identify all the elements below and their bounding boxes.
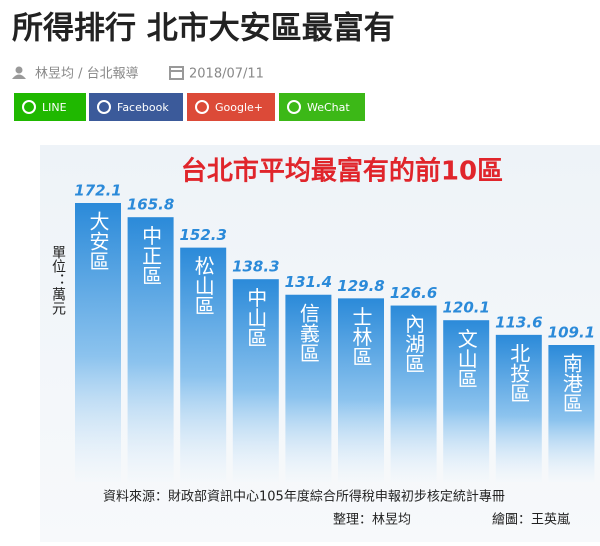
share-icon [97, 100, 111, 114]
share-label: WeChat [307, 101, 350, 114]
value-label: 138.3 [232, 258, 279, 276]
value-label: 109.1 [548, 324, 595, 342]
bar [338, 298, 384, 482]
calendar-icon [169, 66, 184, 80]
value-label: 165.8 [127, 196, 174, 214]
category-label: 內湖區 [402, 313, 426, 373]
category-label: 中山區 [244, 287, 268, 347]
share-label: LINE [42, 101, 67, 114]
value-label: 131.4 [285, 273, 332, 291]
category-label: 信義區 [296, 302, 320, 362]
share-button-bg [279, 93, 365, 121]
chart-title: 台北市平均最富有的前10區 [181, 156, 503, 187]
headline: 所得排行 北市大安區最富有 [12, 11, 395, 47]
category-label: 大安區 [86, 211, 110, 271]
credit: 繪圖：王英嵐 [492, 512, 570, 528]
share-button-bg [89, 93, 183, 121]
share-button[interactable]: WeChat [279, 93, 365, 121]
share-button[interactable]: Facebook [89, 93, 183, 121]
share-button-bg [187, 93, 275, 121]
bar [443, 320, 490, 482]
date: 2018/07/11 [189, 67, 264, 82]
value-label: 113.6 [495, 313, 542, 331]
value-label: 120.1 [442, 299, 489, 317]
category-label: 南港區 [559, 353, 583, 413]
author: 林昱均 / 台北報導 [35, 67, 139, 82]
bar [548, 345, 595, 482]
share-icon [195, 100, 209, 114]
value-label: 152.3 [179, 226, 226, 244]
category-label: 松山區 [191, 255, 215, 315]
source: 資料來源：財政部資訊中心105年度綜合所得稅申報初步核定統計專冊 [103, 489, 505, 505]
category-label: 文山區 [454, 328, 478, 388]
share-button-bg [14, 93, 86, 121]
bar [180, 247, 227, 482]
bar [232, 279, 279, 482]
share-button[interactable]: Google+ [187, 93, 275, 121]
bar [127, 217, 174, 482]
category-label: 士林區 [349, 306, 373, 366]
credit: 整理：林昱均 [333, 513, 411, 528]
value-label: 172.1 [74, 182, 121, 200]
value-label: 126.6 [390, 284, 437, 302]
unit-label: 單位：萬元 [50, 245, 66, 316]
share-label: Facebook [117, 101, 169, 114]
bar [285, 294, 332, 482]
share-icon [22, 100, 36, 114]
share-label: Google+ [215, 101, 263, 114]
category-label: 中正區 [139, 225, 163, 285]
bar [390, 305, 437, 482]
category-label: 北投區 [507, 342, 531, 402]
value-label: 129.8 [337, 277, 384, 295]
share-button[interactable]: LINE [14, 93, 86, 121]
bar [75, 203, 121, 482]
bar [495, 334, 542, 482]
author-icon [12, 66, 26, 79]
share-icon [287, 100, 301, 114]
